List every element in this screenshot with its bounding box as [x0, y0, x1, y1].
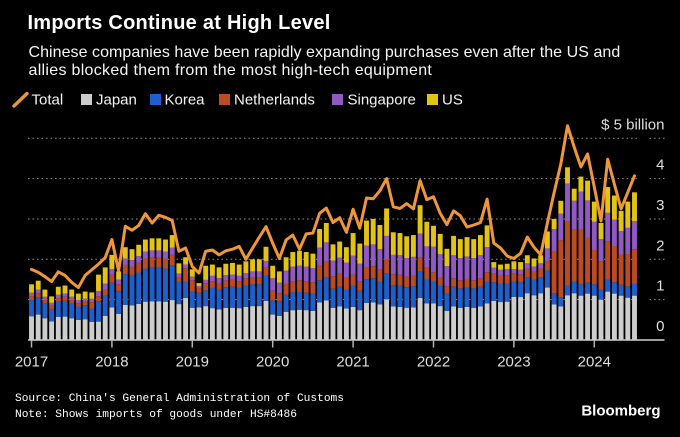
svg-text:Chinese companies have been ra: Chinese companies have been rapidly expa…: [29, 44, 621, 61]
svg-text:2024: 2024: [578, 353, 611, 370]
svg-text:2: 2: [656, 237, 664, 254]
svg-text:2022: 2022: [417, 353, 450, 370]
svg-text:Note: Shows imports of goods u: Note: Shows imports of goods under HS#84…: [15, 409, 297, 421]
svg-text:0: 0: [656, 318, 664, 335]
svg-text:Bloomberg: Bloomberg: [581, 403, 660, 420]
svg-text:1: 1: [656, 278, 664, 295]
svg-text:2020: 2020: [256, 353, 289, 370]
svg-text:US: US: [442, 92, 463, 109]
svg-text:2019: 2019: [176, 353, 209, 370]
svg-text:2021: 2021: [336, 353, 369, 370]
svg-text:Imports Continue at High Level: Imports Continue at High Level: [28, 12, 331, 34]
svg-text:allies blocked them from the m: allies blocked them from the most high-t…: [29, 62, 433, 79]
svg-text:Japan: Japan: [96, 92, 137, 109]
svg-text:2018: 2018: [95, 353, 128, 370]
svg-text:$ 5 billion: $ 5 billion: [601, 116, 664, 133]
svg-text:2017: 2017: [15, 353, 48, 370]
svg-text:Total: Total: [32, 92, 64, 109]
svg-text:Korea: Korea: [165, 92, 206, 109]
svg-text:Source: China's General Admini: Source: China's General Administration o…: [15, 393, 344, 405]
svg-text:3: 3: [656, 197, 664, 214]
svg-text:2023: 2023: [497, 353, 530, 370]
svg-text:4: 4: [656, 157, 664, 174]
svg-text:Netherlands: Netherlands: [234, 92, 315, 109]
svg-text:Singapore: Singapore: [348, 92, 416, 109]
